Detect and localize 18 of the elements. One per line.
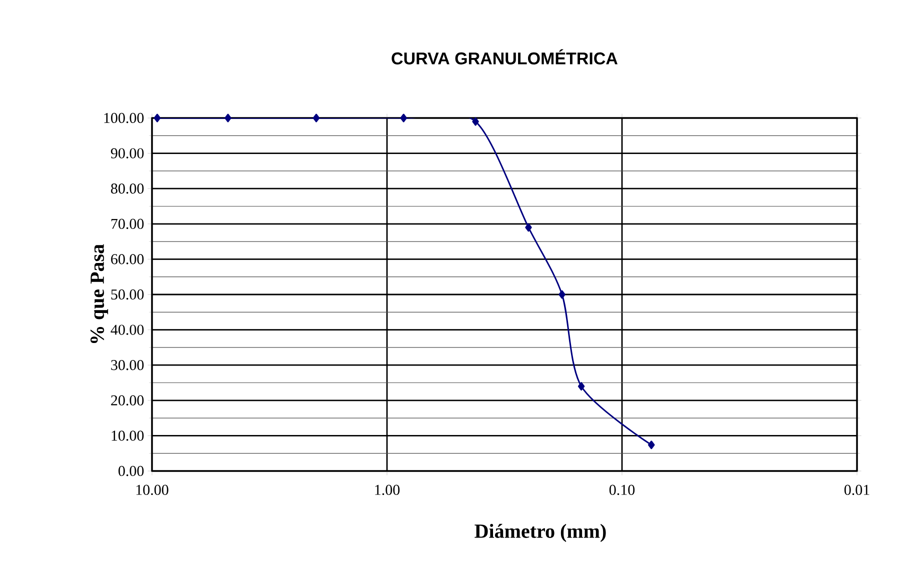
x-tick-label: 0.01 <box>844 484 870 495</box>
y-tick-label: 0.00 <box>118 466 144 476</box>
y-tick-label: 30.00 <box>111 360 144 370</box>
y-tick-label: 70.00 <box>111 218 144 229</box>
y-tick-label: 90.00 <box>110 148 144 158</box>
x-axis-title: Diámetro (mm) <box>474 524 606 542</box>
y-tick-label: 40.00 <box>110 324 144 335</box>
y-tick-label: 80.00 <box>111 184 144 194</box>
chart-title: CURVA GRANULOMÉTRICA <box>392 49 618 64</box>
y-tick-label: 20.00 <box>111 395 144 406</box>
y-tick-label: 100.00 <box>104 112 144 124</box>
x-tick-label: 10.00 <box>136 484 168 495</box>
y-tick-label: 10.00 <box>112 430 144 441</box>
x-tick-label: 0.10 <box>609 484 635 495</box>
y-tick-label: 60.00 <box>111 254 144 264</box>
y-axis-title: % que Pasa <box>90 244 108 344</box>
x-tick-label: 1.00 <box>375 484 400 495</box>
y-tick-label: 50.00 <box>111 289 144 300</box>
